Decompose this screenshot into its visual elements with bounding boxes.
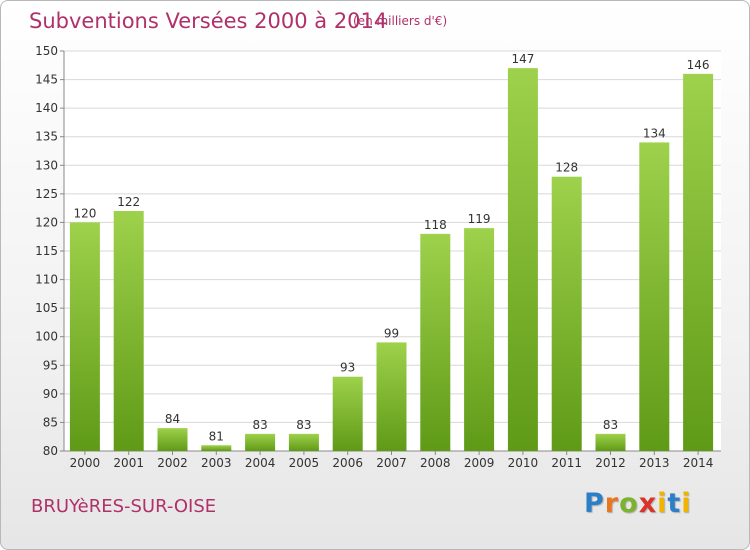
data-label: 83 — [252, 418, 267, 432]
y-tick-label: 95 — [43, 358, 58, 372]
data-label: 146 — [687, 58, 710, 72]
x-tick-label: 2006 — [332, 456, 363, 470]
x-tick-label: 2011 — [551, 456, 582, 470]
chart-subtitle: (en milliers d'€) — [353, 14, 448, 28]
bar — [69, 222, 100, 451]
bar — [595, 433, 626, 451]
logo-letter: P — [584, 488, 605, 519]
y-tick-label: 125 — [35, 187, 58, 201]
x-tick-label: 2013 — [639, 456, 670, 470]
y-tick-label: 100 — [35, 330, 58, 344]
y-tick-label: 110 — [35, 273, 58, 287]
bar — [288, 433, 319, 451]
x-tick-label: 2010 — [508, 456, 539, 470]
x-tick-label: 2007 — [376, 456, 407, 470]
logo-letter: x — [638, 488, 658, 519]
bar — [332, 376, 363, 451]
data-label: 128 — [555, 161, 578, 175]
x-tick-label: 2004 — [245, 456, 276, 470]
y-tick-label: 105 — [35, 301, 58, 315]
x-tick-label: 2005 — [289, 456, 320, 470]
logo-letter: i — [657, 488, 668, 519]
bar — [157, 428, 188, 451]
data-label: 83 — [603, 418, 618, 432]
bar — [376, 342, 407, 451]
data-label: 120 — [73, 206, 96, 220]
data-label: 118 — [424, 218, 447, 232]
commune-name: BRUYèRES-SUR-OISE — [31, 496, 217, 517]
y-tick-label: 85 — [43, 415, 58, 429]
data-label: 83 — [296, 418, 311, 432]
y-tick-label: 150 — [35, 44, 58, 58]
logo-letter: o — [619, 488, 639, 519]
data-label: 93 — [340, 361, 355, 375]
logo-letter: i — [681, 488, 692, 519]
data-label: 122 — [117, 195, 140, 209]
data-label: 99 — [384, 326, 399, 340]
data-label: 81 — [209, 429, 224, 443]
bar — [201, 445, 232, 451]
bar — [683, 73, 714, 451]
y-tick-label: 90 — [43, 387, 58, 401]
bar — [464, 228, 495, 451]
bar — [420, 233, 451, 451]
x-tick-label: 2009 — [464, 456, 495, 470]
x-tick-label: 2012 — [595, 456, 626, 470]
x-tick-label: 2014 — [683, 456, 714, 470]
logo-letter: r — [604, 488, 620, 519]
data-label: 134 — [643, 126, 666, 140]
bar — [639, 142, 670, 451]
data-label: 119 — [468, 212, 491, 226]
y-tick-label: 135 — [35, 130, 58, 144]
y-tick-label: 80 — [43, 444, 58, 458]
x-tick-label: 2008 — [420, 456, 451, 470]
y-tick-label: 145 — [35, 73, 58, 87]
y-tick-label: 130 — [35, 158, 58, 172]
data-label: 147 — [511, 52, 534, 66]
y-tick-label: 115 — [35, 244, 58, 258]
bar — [551, 176, 582, 451]
x-tick-label: 2000 — [70, 456, 101, 470]
chart-title: Subventions Versées 2000 à 2014 — [29, 9, 388, 33]
proxiti-logo: Proxiti — [584, 488, 692, 519]
bar — [507, 68, 538, 452]
y-tick-label: 120 — [35, 215, 58, 229]
x-tick-label: 2001 — [113, 456, 144, 470]
bar — [245, 433, 276, 451]
y-tick-label: 140 — [35, 101, 58, 115]
x-tick-label: 2002 — [157, 456, 188, 470]
x-tick-label: 2003 — [201, 456, 232, 470]
bar — [113, 211, 144, 451]
data-label: 84 — [165, 412, 180, 426]
logo-letter: t — [667, 488, 682, 519]
